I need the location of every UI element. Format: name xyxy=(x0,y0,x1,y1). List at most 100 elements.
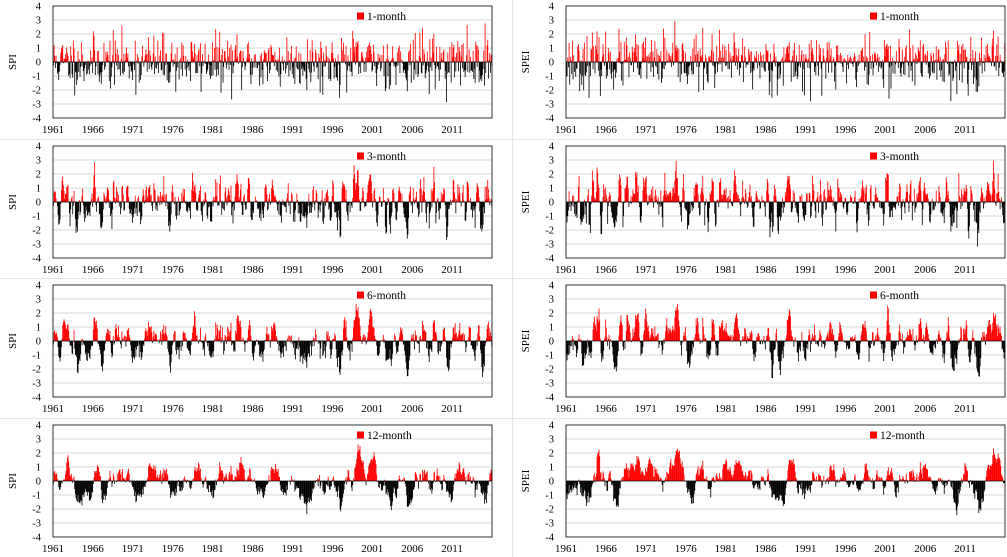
bar-positive xyxy=(673,330,675,341)
bar-positive xyxy=(234,475,236,481)
bar-positive xyxy=(724,46,726,62)
bar-negative xyxy=(319,481,321,489)
bar-positive xyxy=(634,471,636,481)
bar-positive xyxy=(695,184,696,202)
bar-negative xyxy=(859,62,861,64)
bar-negative xyxy=(794,62,796,77)
bar-positive xyxy=(66,457,68,481)
bar-negative xyxy=(955,62,957,67)
bar-negative xyxy=(211,62,213,76)
bar-positive xyxy=(850,197,852,202)
bar-positive xyxy=(466,25,468,62)
bar-negative xyxy=(929,62,930,79)
bar-negative xyxy=(151,62,153,70)
bar-negative xyxy=(386,202,388,206)
x-tick-label: 1966 xyxy=(82,543,105,555)
bar-positive xyxy=(633,466,634,481)
bar-positive xyxy=(275,468,277,481)
bar-positive xyxy=(321,340,323,341)
bar-negative xyxy=(693,202,694,209)
bar-positive xyxy=(156,339,158,341)
bar-positive xyxy=(70,46,72,62)
bar-positive xyxy=(485,199,487,202)
bar-positive xyxy=(174,196,176,202)
bar-negative xyxy=(599,202,601,216)
bar-positive xyxy=(154,56,156,62)
bar-positive xyxy=(788,178,789,202)
bar-positive xyxy=(969,58,971,62)
bar-positive xyxy=(477,333,479,341)
bar-negative xyxy=(472,62,473,72)
bar-negative xyxy=(102,62,104,65)
bar-negative xyxy=(957,341,959,345)
bar-positive xyxy=(919,52,921,62)
bar-positive xyxy=(635,34,636,62)
bar-positive xyxy=(895,50,897,62)
bar-negative xyxy=(132,62,133,81)
bar-positive xyxy=(987,53,989,62)
bar-negative xyxy=(168,481,170,485)
bar-positive xyxy=(78,199,80,202)
bar-positive xyxy=(398,479,400,481)
bar-positive xyxy=(722,194,724,202)
bar-negative xyxy=(391,341,393,360)
bar-negative xyxy=(88,341,90,354)
y-tick-label: 1 xyxy=(549,184,554,195)
bar-positive xyxy=(830,185,831,202)
legend-swatch xyxy=(870,12,877,20)
bar-negative xyxy=(325,341,327,347)
bar-negative xyxy=(975,341,977,357)
bar-negative xyxy=(954,341,956,355)
bar-negative xyxy=(1002,202,1004,216)
bar-negative xyxy=(84,62,86,65)
bar-negative xyxy=(294,202,296,222)
bar-negative xyxy=(967,341,969,349)
bar-negative xyxy=(576,62,578,69)
bar-negative xyxy=(976,62,978,80)
bar-positive xyxy=(860,198,861,202)
bar-positive xyxy=(151,332,153,341)
bar-negative xyxy=(802,62,803,92)
bar-negative xyxy=(768,202,770,220)
bar-positive xyxy=(263,59,265,62)
bar-positive xyxy=(774,188,776,202)
bar-positive xyxy=(993,316,995,341)
bar-positive xyxy=(833,57,835,62)
bar-positive xyxy=(628,327,630,341)
bar-negative xyxy=(212,202,214,207)
bar-negative xyxy=(209,481,211,492)
bar-negative xyxy=(229,62,231,65)
bar-negative xyxy=(891,202,893,218)
bar-positive xyxy=(693,187,695,202)
bar-positive xyxy=(949,337,950,341)
bar-positive xyxy=(374,198,376,202)
bar-negative xyxy=(655,62,657,68)
bar-positive xyxy=(229,471,231,481)
bar-negative xyxy=(449,481,451,495)
bar-positive xyxy=(629,324,631,341)
bar-positive xyxy=(442,60,443,62)
bar-positive xyxy=(490,198,492,202)
bar-positive xyxy=(635,172,636,202)
bar-negative xyxy=(616,341,618,367)
bar-positive xyxy=(456,473,457,481)
bar-positive xyxy=(196,335,197,341)
bar-negative xyxy=(883,202,885,215)
bar-negative xyxy=(165,202,167,207)
bar-positive xyxy=(402,479,404,481)
bar-negative xyxy=(410,481,412,503)
bar-positive xyxy=(730,334,732,341)
bar-positive xyxy=(433,33,435,62)
bar-negative xyxy=(349,202,351,213)
bar-positive xyxy=(420,57,421,62)
bar-positive xyxy=(865,185,867,202)
bar-positive xyxy=(727,336,729,341)
bar-negative xyxy=(582,481,584,493)
bar-negative xyxy=(566,341,567,355)
bar-positive xyxy=(633,469,635,481)
bar-negative xyxy=(309,481,311,499)
bar-positive xyxy=(164,334,165,341)
bar-negative xyxy=(294,341,296,355)
bar-positive xyxy=(126,473,128,481)
bar-positive xyxy=(742,38,744,62)
